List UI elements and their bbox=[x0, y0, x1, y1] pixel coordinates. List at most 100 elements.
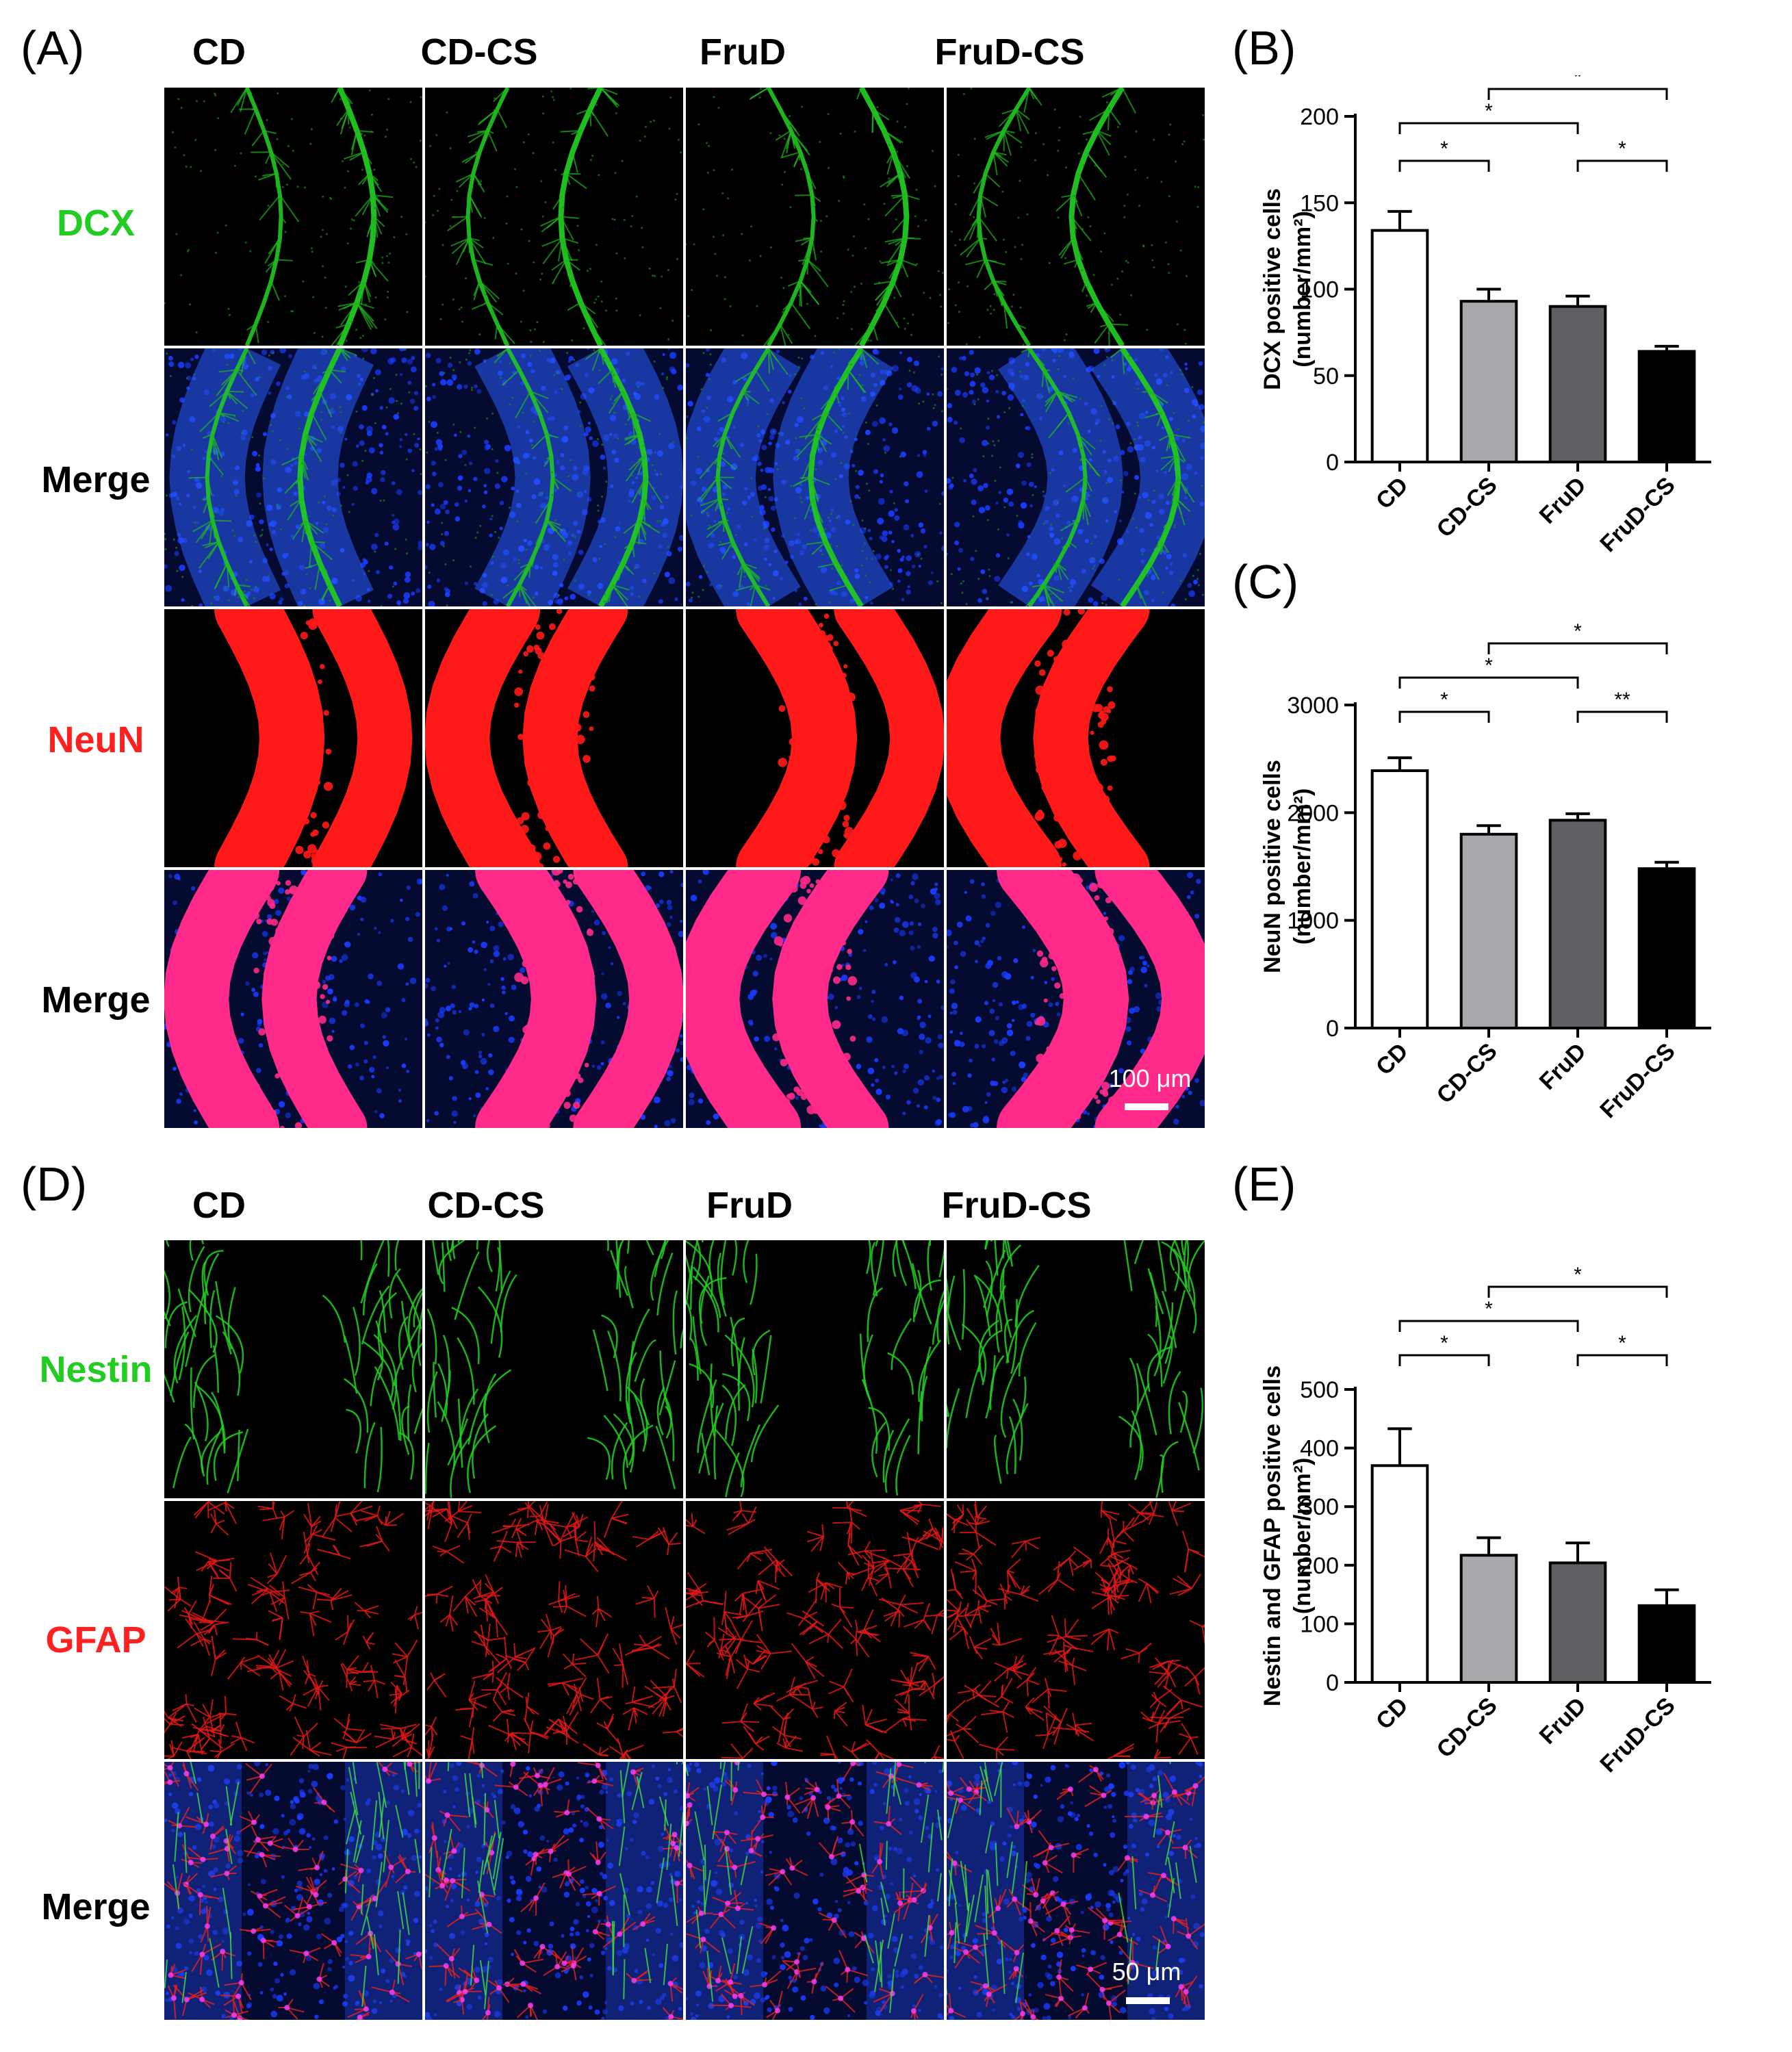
significance-bracket bbox=[1398, 676, 1579, 689]
panel-a-row-label-neun: NeuN bbox=[47, 719, 144, 760]
panel-a-micrograph-merge-cd bbox=[164, 348, 422, 606]
panel-d-header-frud-cs: FruD-CS bbox=[941, 1185, 1092, 1226]
panel-label-a: (A) bbox=[21, 21, 85, 75]
bar-frud bbox=[1548, 1561, 1607, 1684]
panel-d-header-frud: FruD bbox=[706, 1185, 793, 1226]
y-tick-label: 2000 bbox=[1287, 800, 1339, 826]
panel-d-micrograph-merge-frud-cs bbox=[947, 1762, 1205, 2020]
panel-d-micrograph-merge-frud bbox=[686, 1762, 944, 2020]
bar-cd-cs bbox=[1459, 832, 1518, 1029]
x-tick-label: CD-CS bbox=[1432, 1038, 1502, 1109]
bar-cd-cs bbox=[1459, 300, 1518, 463]
panel-d-micrograph-nestin-frud bbox=[686, 1240, 944, 1498]
x-tick-label: FruD-CS bbox=[1595, 1693, 1680, 1778]
panel-a-micrograph-dcx-cd bbox=[164, 88, 422, 346]
panel-label-c: (C) bbox=[1232, 555, 1299, 608]
y-tick-label: 1000 bbox=[1287, 908, 1339, 934]
panel-a-scale-bar-label: 100 μm bbox=[1108, 1064, 1192, 1092]
panel-d-micrograph-nestin-cd bbox=[164, 1240, 422, 1498]
panel-d-header-cd-cs: CD-CS bbox=[427, 1185, 545, 1226]
panel-a-micrograph-merge-frud bbox=[686, 870, 944, 1128]
x-tick-label: CD bbox=[1371, 472, 1413, 515]
panel-a-micrograph-dcx-frud-cs bbox=[947, 88, 1205, 346]
y-tick-label: 300 bbox=[1300, 1494, 1339, 1520]
panel-a-row-label-merge1: Merge bbox=[41, 459, 151, 500]
panel-label-e: (E) bbox=[1232, 1157, 1296, 1211]
panel-a-micrograph-neun-cd-cs bbox=[425, 609, 683, 867]
x-tick-label: CD-CS bbox=[1432, 472, 1502, 543]
panel-label-d: (D) bbox=[21, 1157, 88, 1211]
bar-frud-cs bbox=[1637, 350, 1696, 463]
bar-cd bbox=[1370, 1464, 1429, 1684]
panel-d-scale-bar bbox=[1126, 1997, 1170, 2004]
panel-d-micrograph-merge-cd-cs bbox=[425, 1762, 683, 2020]
y-axis-label: NeuN positive cells (number/mm²) bbox=[1259, 760, 1316, 973]
panel-d-micrograph-gfap-frud bbox=[686, 1501, 944, 1759]
significance-label: * bbox=[1618, 1332, 1626, 1355]
y-tick-label: 0 bbox=[1326, 1016, 1339, 1042]
bar-cd bbox=[1370, 229, 1429, 463]
y-tick-label: 400 bbox=[1300, 1436, 1339, 1462]
y-tick-label: 50 bbox=[1313, 363, 1339, 389]
significance-label: * bbox=[1440, 689, 1448, 711]
significance-label: * bbox=[1618, 138, 1626, 160]
chart-svg: 0 1000 2000 3000 NeuN positive cells (number/… bbox=[1259, 620, 1711, 1123]
bar-frud bbox=[1548, 305, 1607, 463]
panel-a-header-cd: CD bbox=[192, 31, 246, 73]
panel-a-micrograph-merge-frud-cs bbox=[947, 870, 1205, 1128]
x-tick-label: FruD bbox=[1535, 1693, 1591, 1749]
x-tick-label: CD-CS bbox=[1432, 1693, 1502, 1763]
significance-label: * bbox=[1485, 654, 1493, 677]
panel-d-micrograph-gfap-cd bbox=[164, 1501, 422, 1759]
panel-a-micrograph-merge-cd-cs bbox=[425, 870, 683, 1128]
y-tick-label: 200 bbox=[1300, 104, 1339, 130]
panel-a-micrograph-neun-cd bbox=[164, 609, 422, 867]
panel-a-scale-bar bbox=[1125, 1103, 1168, 1110]
bar-frud bbox=[1548, 819, 1607, 1029]
significance-bracket bbox=[1576, 710, 1668, 723]
significance-bracket bbox=[1398, 122, 1579, 134]
y-tick-label: 500 bbox=[1300, 1377, 1339, 1403]
y-tick-label: 0 bbox=[1326, 1670, 1339, 1696]
panel-e-bar-chart: 0 100 200 300 400 500 Nestin and GFAP positive… bbox=[1225, 1205, 1773, 1889]
panel-d-micrograph-gfap-frud-cs bbox=[947, 1501, 1205, 1759]
panel-a-micrograph-neun-frud bbox=[686, 609, 944, 867]
panel-d-micrograph-merge-cd bbox=[164, 1762, 422, 2020]
panel-d-row-label-nestin: Nestin bbox=[39, 1349, 153, 1390]
chart-svg: 0 50 100 150 200 DCX positive cells (number/mm… bbox=[1259, 66, 1711, 557]
significance-bracket bbox=[1398, 159, 1490, 172]
panel-d-micrograph-nestin-cd-cs bbox=[425, 1240, 683, 1498]
panel-c-bar-chart: 0 1000 2000 3000 NeuN positive cells (number/… bbox=[1225, 609, 1773, 1143]
significance-label: ** bbox=[1614, 689, 1630, 711]
panel-a-header-frud: FruD bbox=[700, 31, 786, 73]
y-tick-label: 100 bbox=[1300, 277, 1339, 303]
significance-bracket bbox=[1487, 88, 1668, 100]
significance-bracket bbox=[1576, 1354, 1668, 1366]
y-tick-label: 150 bbox=[1300, 190, 1339, 216]
bar-cd bbox=[1370, 769, 1429, 1029]
significance-bracket bbox=[1398, 1320, 1579, 1332]
significance-label: * bbox=[1485, 100, 1493, 123]
panel-d-scale-bar-label: 50 μm bbox=[1112, 1958, 1181, 1986]
panel-d-header-cd: CD bbox=[192, 1185, 246, 1226]
y-axis-label: Nestin and GFAP positive cells (number/mm… bbox=[1259, 1365, 1316, 1706]
significance-bracket bbox=[1398, 1354, 1490, 1366]
significance-label: * bbox=[1574, 75, 1582, 88]
panel-a-micrograph-merge-cd bbox=[164, 870, 422, 1128]
panel-a-row-label-dcx: DCX bbox=[56, 203, 135, 244]
x-tick-label: FruD-CS bbox=[1595, 1038, 1680, 1123]
panel-d-micrograph-gfap-cd-cs bbox=[425, 1501, 683, 1759]
bar-frud-cs bbox=[1637, 867, 1696, 1029]
y-axis-label: DCX positive cells (number/mm²) bbox=[1259, 188, 1316, 390]
bar-frud-cs bbox=[1637, 1604, 1696, 1684]
panel-label-b: (B) bbox=[1232, 21, 1296, 75]
y-tick-label: 3000 bbox=[1287, 693, 1339, 719]
panel-a-header-cd-cs: CD-CS bbox=[420, 31, 538, 73]
x-tick-label: FruD bbox=[1535, 1038, 1591, 1095]
panel-d-row-label-gfap: GFAP bbox=[45, 1619, 146, 1660]
bar-cd-cs bbox=[1459, 1554, 1518, 1684]
y-tick-label: 200 bbox=[1300, 1553, 1339, 1579]
panel-a-micrograph-dcx-frud bbox=[686, 88, 944, 346]
significance-label: * bbox=[1574, 1264, 1582, 1286]
